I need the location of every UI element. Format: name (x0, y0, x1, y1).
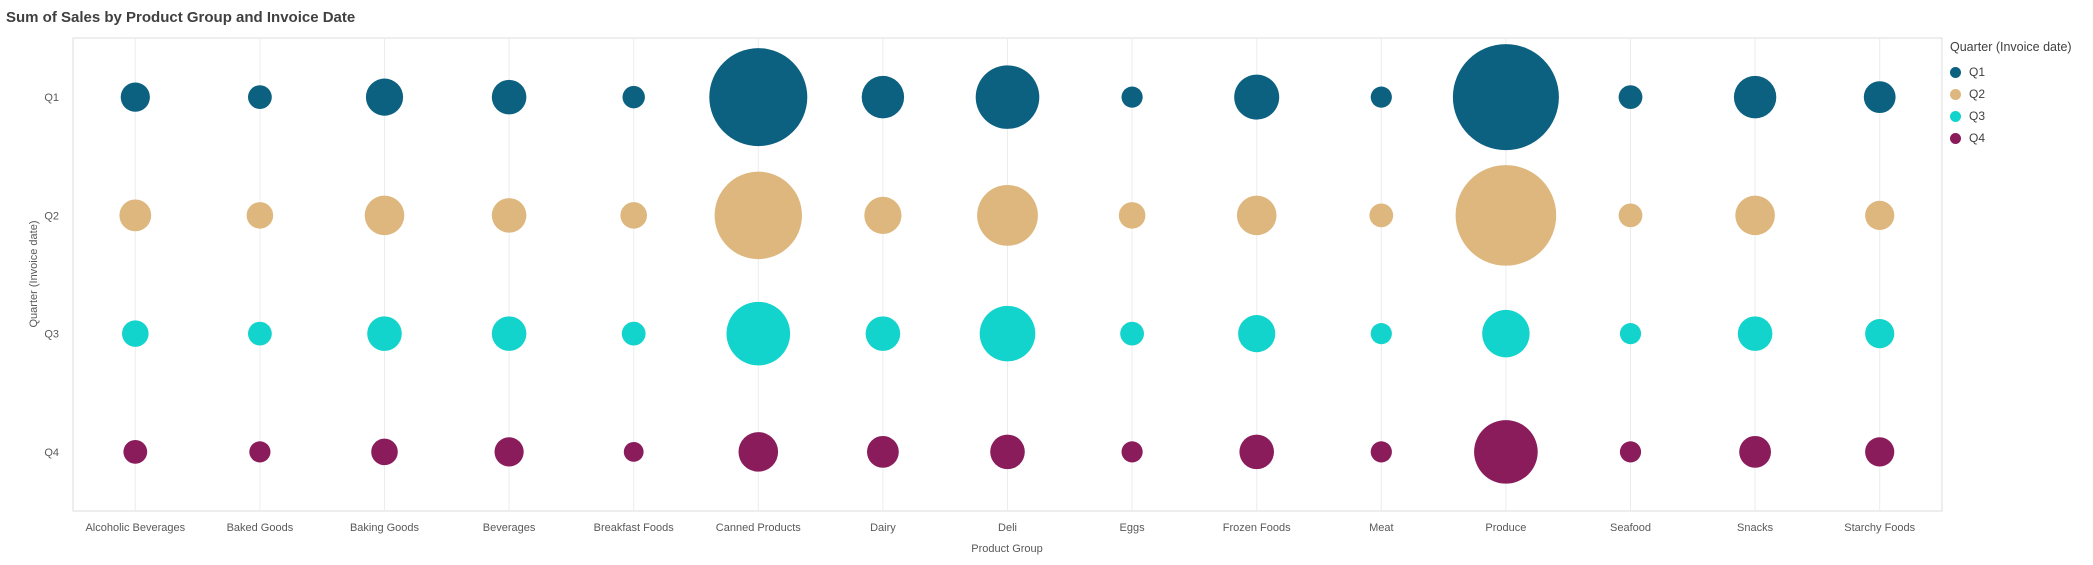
bubble-deli-q2[interactable] (977, 184, 1038, 246)
bubble-seafood-q4[interactable] (1619, 441, 1642, 463)
bubble-snacks-q4[interactable] (1739, 435, 1771, 468)
bubble-dairy-q1[interactable] (861, 75, 905, 119)
bubble-seafood-q2[interactable] (1618, 203, 1643, 228)
bubble-seafood-q3[interactable] (1619, 323, 1642, 345)
bubble-starchy-foods-q1[interactable] (1863, 81, 1896, 114)
bubble-breakfast-foods-q1[interactable] (622, 85, 645, 109)
legend-label-q4: Q4 (1969, 131, 1986, 145)
bubble-eggs-q3[interactable] (1120, 321, 1144, 346)
bubble-snacks-q1[interactable] (1733, 75, 1777, 119)
legend-label-q1: Q1 (1969, 65, 1986, 79)
bubble-seafood-q1[interactable] (1618, 85, 1643, 110)
bubble-produce-q2[interactable] (1455, 165, 1557, 266)
legend-dot-q4 (1950, 132, 1961, 144)
x-tick-deli[interactable]: Deli (998, 522, 1017, 534)
legend-label-q3: Q3 (1969, 109, 1986, 123)
bubble-canned-products-q1[interactable] (709, 48, 808, 147)
bubble-dairy-q3[interactable] (865, 316, 901, 351)
bubble-starchy-foods-q3[interactable] (1865, 319, 1895, 349)
bubble-meat-q2[interactable] (1369, 203, 1394, 228)
legend-entry-q4[interactable]: Q4 (1950, 127, 2072, 149)
legend-title: Quarter (Invoice date) (1950, 40, 2072, 54)
x-tick-dairy[interactable]: Dairy (870, 522, 896, 534)
y-tick-q4[interactable]: Q4 (44, 447, 59, 459)
bubble-canned-products-q2[interactable] (714, 171, 802, 260)
bubble-canned-products-q4[interactable] (738, 432, 779, 472)
bubble-snacks-q3[interactable] (1737, 316, 1773, 351)
bubble-dairy-q2[interactable] (864, 196, 902, 234)
legend-entry-q2[interactable]: Q2 (1950, 83, 2072, 105)
y-axis-title: Quarter (Invoice date) (28, 220, 40, 328)
bubble-deli-q4[interactable] (990, 434, 1025, 470)
x-tick-beverages[interactable]: Beverages (483, 522, 536, 534)
bubble-frozen-foods-q4[interactable] (1239, 434, 1274, 470)
bubble-meat-q3[interactable] (1370, 323, 1392, 345)
x-tick-produce[interactable]: Produce (1485, 522, 1526, 534)
legend-entry-q3[interactable]: Q3 (1950, 105, 2072, 127)
legend-dot-q3 (1950, 110, 1961, 122)
bubble-breakfast-foods-q4[interactable] (623, 441, 644, 462)
x-tick-seafood[interactable]: Seafood (1610, 522, 1651, 534)
legend-entry-q1[interactable]: Q1 (1950, 61, 2072, 83)
x-tick-snacks[interactable]: Snacks (1737, 522, 1774, 534)
bubble-starchy-foods-q4[interactable] (1865, 437, 1895, 467)
bubble-baked-goods-q4[interactable] (249, 441, 271, 463)
bubble-meat-q1[interactable] (1370, 86, 1392, 108)
bubble-produce-q1[interactable] (1452, 44, 1559, 151)
x-tick-baked-goods[interactable]: Baked Goods (227, 522, 294, 534)
bubble-baking-goods-q2[interactable] (364, 195, 405, 236)
bubble-alcoholic-beverages-q4[interactable] (123, 439, 148, 464)
legend-entries: Q1 Q2 Q3 Q4 (1950, 61, 2072, 149)
legend: Quarter (Invoice date) Q1 Q2 Q3 Q4 (1950, 40, 2072, 149)
legend-dot-q2 (1950, 88, 1961, 100)
bubble-baking-goods-q1[interactable] (365, 78, 404, 116)
bubble-produce-q3[interactable] (1482, 309, 1530, 358)
y-tick-q3[interactable]: Q3 (44, 329, 59, 341)
bubble-eggs-q1[interactable] (1121, 86, 1143, 108)
x-tick-canned-products[interactable]: Canned Products (716, 522, 801, 534)
bubble-deli-q1[interactable] (975, 65, 1040, 129)
bubble-dairy-q4[interactable] (867, 435, 899, 468)
bubble-beverages-q1[interactable] (491, 79, 527, 115)
x-tick-eggs[interactable]: Eggs (1120, 522, 1146, 534)
bubble-canned-products-q3[interactable] (726, 301, 791, 366)
x-tick-starchy-foods[interactable]: Starchy Foods (1844, 522, 1915, 534)
bubble-deli-q3[interactable] (979, 305, 1036, 362)
y-tick-q2[interactable]: Q2 (44, 210, 59, 222)
bubble-beverages-q2[interactable] (491, 198, 527, 233)
bubble-baked-goods-q3[interactable] (248, 321, 272, 346)
bubble-frozen-foods-q1[interactable] (1234, 74, 1280, 120)
x-tick-frozen-foods[interactable]: Frozen Foods (1223, 522, 1291, 534)
bubble-baked-goods-q1[interactable] (248, 85, 272, 110)
bubble-baking-goods-q3[interactable] (367, 316, 402, 351)
chart-title: Sum of Sales by Product Group and Invoic… (6, 9, 356, 26)
bubble-baked-goods-q2[interactable] (246, 202, 274, 229)
x-axis-title: Product Group (971, 543, 1043, 555)
legend-label-q2: Q2 (1969, 87, 1986, 101)
bubble-meat-q4[interactable] (1370, 441, 1392, 463)
legend-dot-q1 (1950, 66, 1961, 78)
bubble-produce-q4[interactable] (1474, 420, 1538, 484)
bubble-starchy-foods-q2[interactable] (1865, 200, 1895, 230)
bubble-alcoholic-beverages-q3[interactable] (122, 320, 149, 347)
bubble-alcoholic-beverages-q2[interactable] (119, 199, 152, 232)
bubble-alcoholic-beverages-q1[interactable] (120, 82, 150, 112)
x-tick-breakfast-foods[interactable]: Breakfast Foods (594, 522, 675, 534)
bubble-beverages-q4[interactable] (494, 437, 524, 467)
x-tick-baking-goods[interactable]: Baking Goods (350, 522, 420, 534)
bubble-breakfast-foods-q2[interactable] (620, 202, 647, 229)
bubble-eggs-q4[interactable] (1121, 441, 1143, 463)
y-tick-q1[interactable]: Q1 (44, 92, 59, 104)
x-tick-alcoholic-beverages[interactable]: Alcoholic Beverages (85, 522, 185, 534)
x-tick-meat[interactable]: Meat (1369, 522, 1393, 534)
bubble-snacks-q2[interactable] (1735, 195, 1775, 236)
bubble-frozen-foods-q2[interactable] (1236, 195, 1277, 236)
bubble-eggs-q2[interactable] (1118, 202, 1146, 229)
bubble-breakfast-foods-q3[interactable] (621, 321, 646, 346)
bubble-baking-goods-q4[interactable] (371, 438, 398, 466)
bubble-frozen-foods-q3[interactable] (1238, 315, 1276, 353)
bubble-beverages-q3[interactable] (491, 316, 527, 351)
